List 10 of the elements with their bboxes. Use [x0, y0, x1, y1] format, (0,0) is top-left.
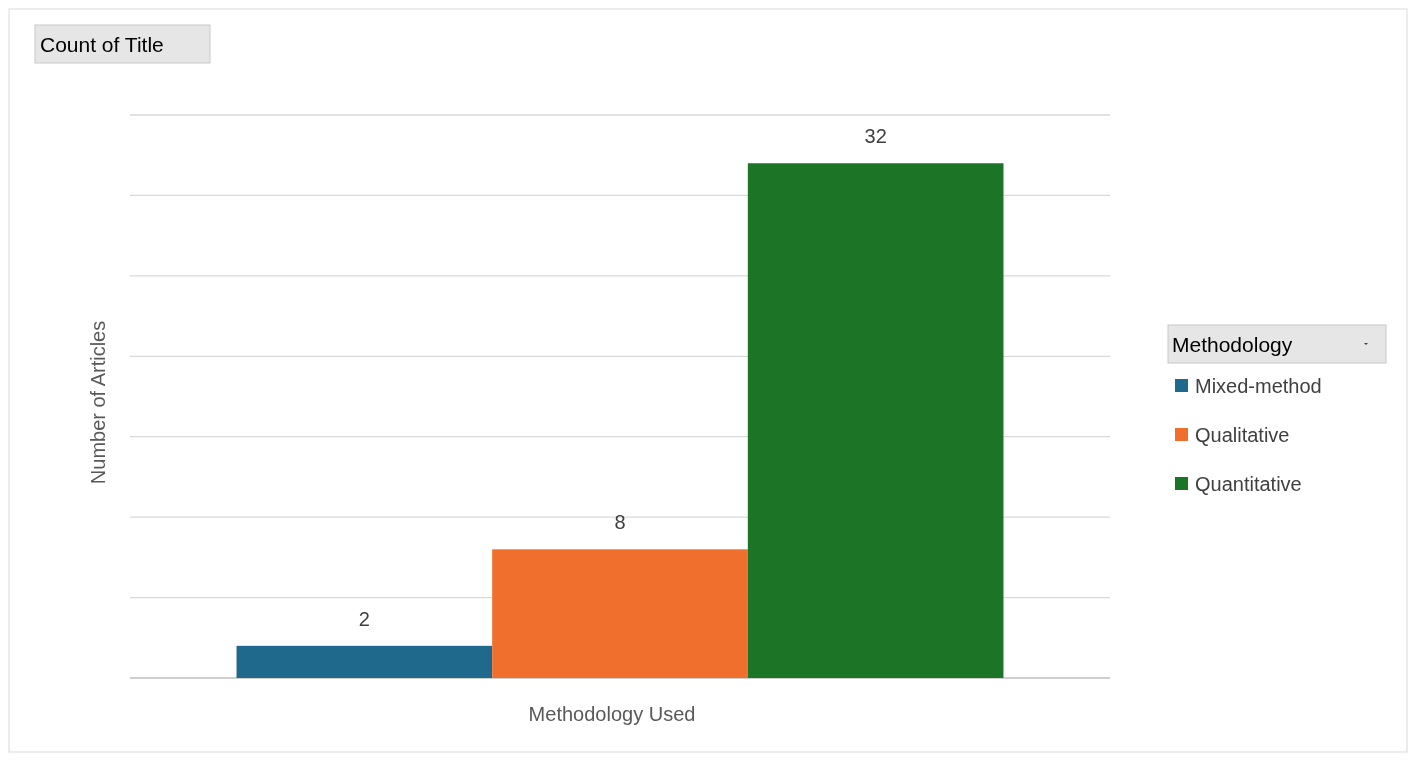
data-label: 2: [358, 607, 370, 630]
y-axis-title: Number of Articles: [87, 320, 109, 485]
x-axis-title: Methodology Used: [528, 703, 696, 725]
legend-label: Quantitative: [1195, 473, 1302, 495]
legend-label: Qualitative: [1195, 424, 1290, 446]
data-label: 8: [614, 511, 626, 534]
legend-label: Mixed-method: [1195, 375, 1322, 397]
legend-title: Methodology: [1172, 333, 1293, 356]
data-label: 32: [864, 125, 887, 148]
chart-title: Count of Title: [40, 33, 164, 56]
